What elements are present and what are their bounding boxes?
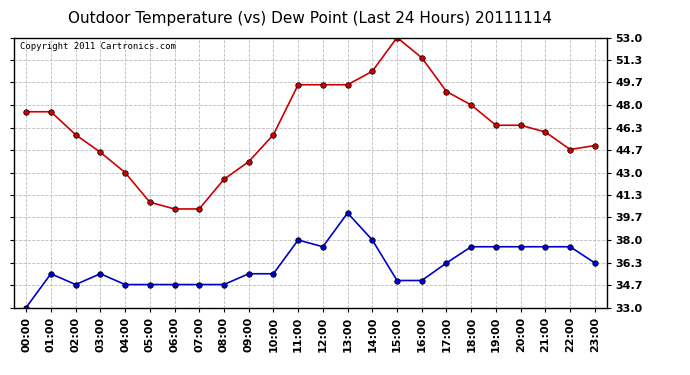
Text: Outdoor Temperature (vs) Dew Point (Last 24 Hours) 20111114: Outdoor Temperature (vs) Dew Point (Last… xyxy=(68,11,553,26)
Text: Copyright 2011 Cartronics.com: Copyright 2011 Cartronics.com xyxy=(20,42,176,51)
